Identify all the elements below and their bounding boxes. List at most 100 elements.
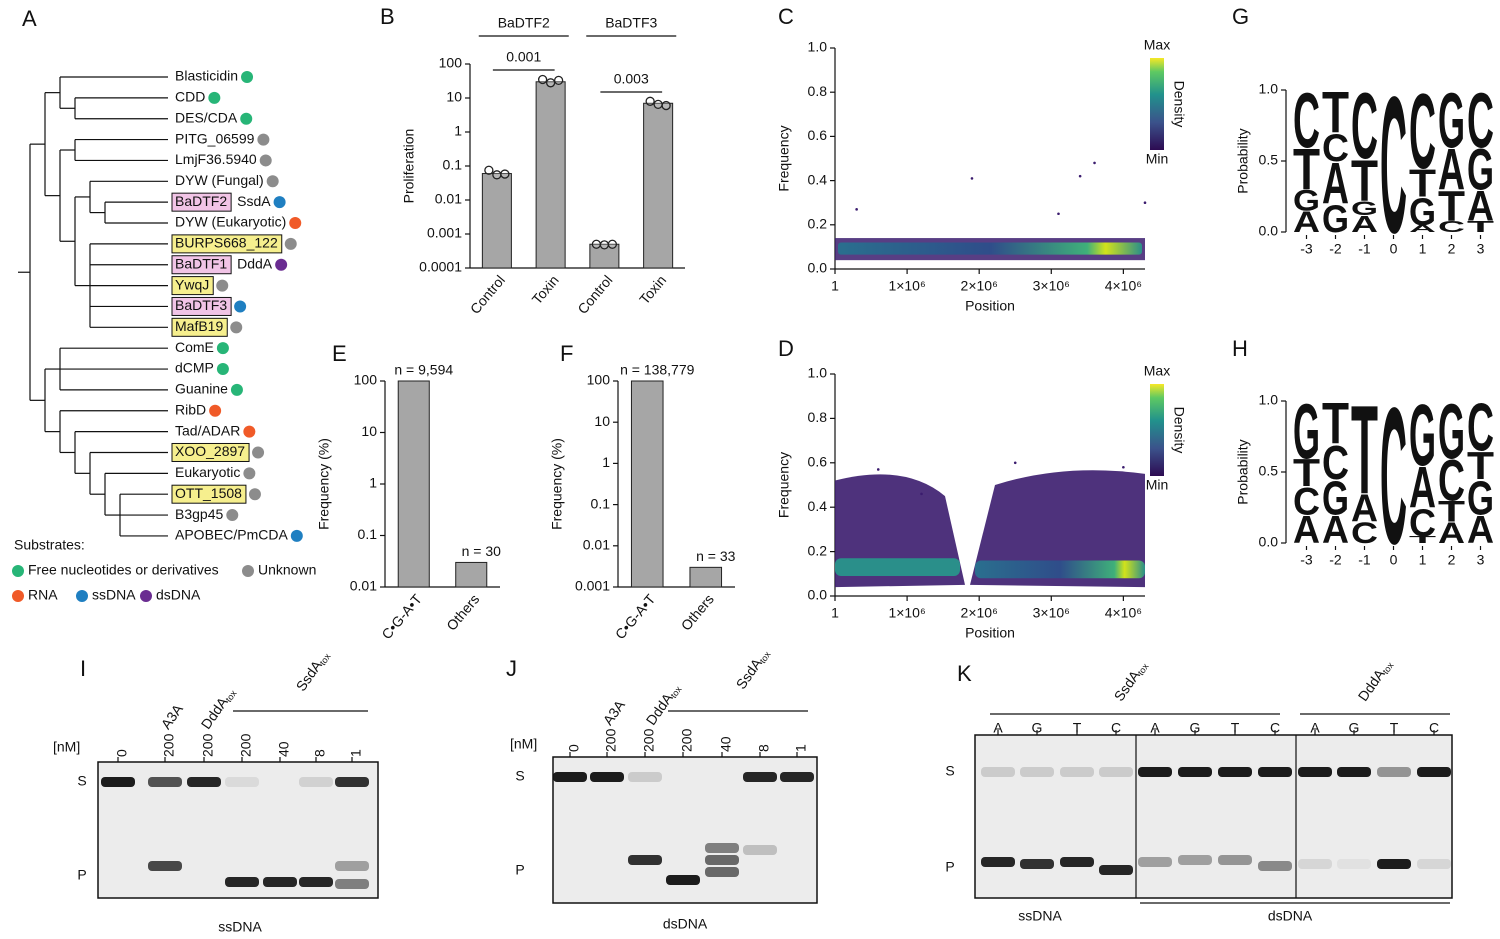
logo-letter: C	[1322, 127, 1349, 170]
colorbar	[1150, 384, 1164, 476]
logo-letter: G	[1351, 198, 1378, 220]
gel-caption: ssDNA	[218, 919, 262, 935]
gel-band	[1417, 859, 1451, 869]
lane-label: 0	[566, 744, 582, 752]
leaf-highlight	[171, 192, 232, 212]
logo-letter: T	[1351, 378, 1378, 520]
x-tick-label: 2×10⁶	[961, 605, 998, 621]
logo-letter: G	[1322, 471, 1349, 525]
logo-letter: C	[1409, 72, 1436, 192]
colorbar-label: Density	[1171, 81, 1187, 128]
y-tick-label: 0.4	[808, 498, 828, 514]
gel-band	[628, 772, 662, 782]
logo-letter: C	[1467, 77, 1494, 164]
replicate-point	[492, 170, 502, 180]
gel-band	[1337, 767, 1371, 777]
leaf-highlight	[171, 276, 214, 296]
gel-band	[1377, 859, 1411, 869]
x-tick-label: Others	[443, 591, 482, 633]
leaf-highlight	[171, 442, 250, 462]
gel-band	[1258, 767, 1292, 777]
y-axis-label: Proliferation	[401, 129, 417, 204]
y-tick-label: 0.6	[808, 454, 828, 470]
logo-letter: C	[1380, 56, 1407, 274]
gel-band	[705, 855, 739, 865]
logo-letter: T	[1322, 392, 1349, 457]
colorbar-max: Max	[1144, 37, 1170, 53]
leaf-label: BaDTF1	[175, 255, 227, 271]
gel-band	[335, 879, 369, 889]
lane-group-label: A3A	[599, 696, 628, 727]
lane-label: 40	[718, 736, 734, 752]
y-tick-label: 0.4	[808, 171, 828, 187]
gel-band	[335, 777, 369, 787]
colorbar-min: Min	[1146, 477, 1169, 493]
gel-band	[1060, 767, 1094, 777]
bar-annotation: n = 30	[462, 543, 502, 559]
lane-group-label: SsdAtox	[732, 645, 773, 693]
leaf-alias: DddA	[237, 255, 273, 271]
legend-dot	[12, 590, 24, 602]
logo-letter: T	[1409, 162, 1436, 205]
lane-label: 1	[793, 744, 809, 752]
substrate-dot	[290, 529, 303, 542]
leaf-label: YwqJ	[175, 276, 209, 292]
lane-label: 200	[641, 728, 657, 752]
panel-letter: G	[1232, 4, 1249, 29]
y-tick-label: 0.0	[808, 587, 828, 603]
y-axis-label: Probability	[1235, 439, 1251, 504]
x-tick-label: Control	[467, 272, 508, 317]
density-core	[838, 242, 1142, 255]
replicate-point	[545, 78, 556, 88]
x-tick-label: -2	[1329, 552, 1342, 568]
gel-band	[1099, 865, 1133, 875]
scatter-point	[855, 208, 858, 211]
lane-label: 200	[200, 733, 216, 757]
lane-label: T	[1231, 720, 1240, 736]
legend-label: Free nucleotides or derivatives	[28, 562, 219, 578]
gel-band	[1020, 859, 1054, 869]
y-axis-label: Frequency (%)	[316, 438, 332, 530]
logo-letter: G	[1467, 137, 1494, 202]
bar-annotation: n = 33	[696, 548, 736, 564]
panel-letter: J	[506, 656, 517, 681]
x-tick-label: 4×10⁶	[1105, 605, 1142, 621]
leaf-label: B3gp45	[175, 506, 223, 522]
substrate-dot	[289, 217, 302, 230]
substrate-dot	[284, 237, 297, 250]
substrate-dot	[230, 321, 243, 334]
logo-letter: C	[1467, 389, 1494, 465]
lane-group-label: DddAtox	[1354, 656, 1396, 705]
lane-label: 200	[161, 733, 177, 757]
y-axis-label: Frequency	[776, 125, 792, 191]
logo-letter: G	[1293, 185, 1320, 217]
leaf-label: MafB19	[175, 318, 223, 334]
gel-band	[263, 877, 297, 887]
logo-letter: G	[1438, 77, 1465, 164]
logo-letter: T	[1293, 137, 1320, 202]
leaf-label: PITG_06599	[175, 130, 255, 146]
gel-band	[1060, 857, 1094, 867]
substrate-dot	[240, 112, 253, 125]
scatter-point	[876, 468, 880, 471]
leaf-label: RibD	[175, 401, 206, 417]
bar	[481, 173, 512, 269]
logo-letter: T	[1467, 445, 1494, 488]
lane-label: G	[1349, 720, 1360, 736]
lane-label: G	[1032, 720, 1043, 736]
replicate-point	[653, 99, 663, 110]
scatter-point	[1057, 212, 1060, 216]
gel-band	[1178, 855, 1212, 865]
y-tick-label: 0.5	[1259, 152, 1279, 168]
replicate-point	[645, 96, 655, 106]
leaf-highlight	[171, 484, 247, 504]
logo-letter: G	[1467, 471, 1494, 525]
lane-label: 200	[238, 733, 254, 757]
panel-letter: H	[1232, 336, 1248, 361]
logo-letter: A	[1322, 152, 1349, 217]
x-tick-label: -1	[1358, 552, 1371, 568]
replicate-point	[599, 240, 610, 250]
substrate-dot	[241, 71, 254, 83]
gel-band	[299, 877, 333, 887]
